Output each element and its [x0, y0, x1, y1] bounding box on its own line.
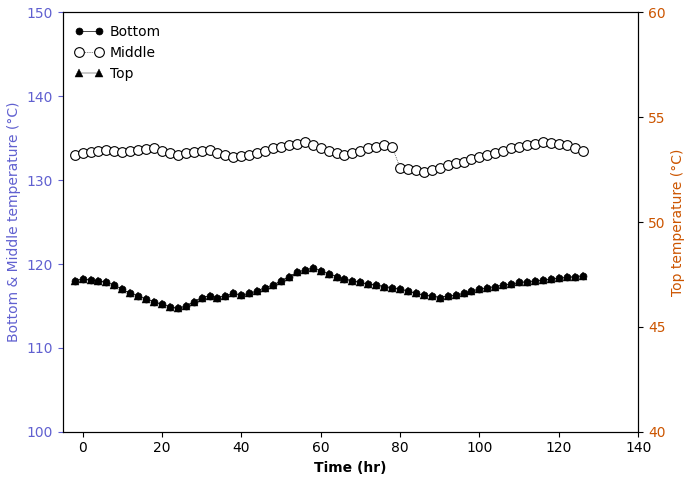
X-axis label: Time (hr): Time (hr) [314, 461, 387, 475]
Middle [563, 142, 571, 148]
Top [563, 275, 571, 281]
Bottom [197, 295, 206, 300]
Top [348, 278, 356, 284]
Legend: Bottom, Middle, Top: Bottom, Middle, Top [70, 19, 167, 86]
Y-axis label: Bottom & Middle temperature (°C): Bottom & Middle temperature (°C) [7, 102, 21, 342]
Bottom [293, 269, 301, 275]
Top [229, 291, 237, 296]
Middle [190, 149, 198, 155]
Line: Middle: Middle [70, 137, 588, 176]
Bottom [579, 273, 587, 279]
Bottom [71, 278, 79, 284]
Line: Bottom: Bottom [71, 265, 586, 312]
Middle [420, 169, 428, 174]
Top [71, 278, 79, 284]
Bottom [563, 275, 571, 281]
Middle [300, 140, 309, 146]
Bottom [174, 306, 182, 311]
Middle [285, 142, 293, 148]
Middle [221, 152, 230, 158]
Middle [579, 148, 587, 154]
Top [579, 273, 587, 279]
Top [523, 279, 531, 284]
Bottom [523, 279, 531, 284]
Y-axis label: Top temperature (°C): Top temperature (°C) [671, 148, 685, 296]
Middle [523, 142, 531, 148]
Middle [71, 152, 79, 158]
Top [309, 266, 317, 271]
Top [197, 295, 206, 300]
Bottom [348, 278, 356, 284]
Top [293, 269, 301, 275]
Bottom [309, 266, 317, 271]
Top [174, 306, 182, 311]
Line: Top: Top [71, 264, 587, 313]
Bottom [229, 291, 237, 296]
Middle [340, 152, 349, 158]
